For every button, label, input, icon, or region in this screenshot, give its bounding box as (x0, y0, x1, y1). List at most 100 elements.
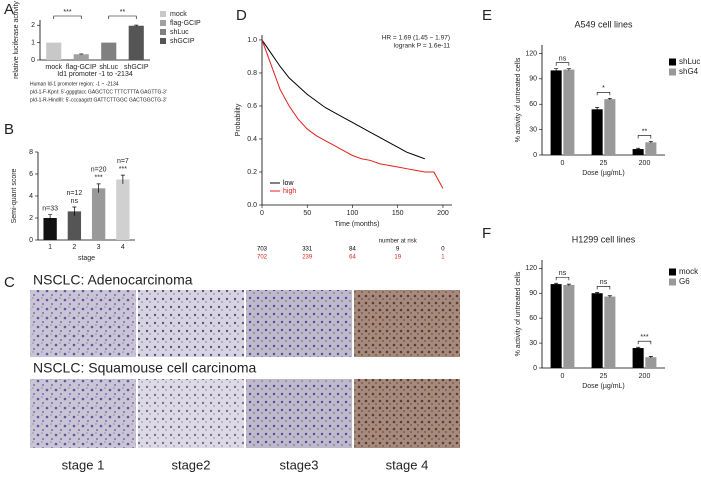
survival-line (261, 39, 444, 189)
x-tick-label: 25 (600, 373, 608, 380)
y-tick-label: 30 (529, 126, 537, 133)
tissue-image (138, 379, 244, 448)
legend-label: mock (679, 267, 699, 276)
tissue-image (30, 290, 136, 357)
bar (591, 293, 603, 368)
count-label: n=33 (42, 206, 58, 213)
risk-count: 84 (349, 247, 356, 253)
y-tick-label: 1 (31, 39, 35, 46)
significance-bracket (555, 62, 570, 66)
y-tick-label: 0 (31, 57, 35, 64)
error-bar (79, 53, 84, 55)
significance-label: ** (120, 9, 126, 16)
y-axis-label: Semi-quant score (11, 168, 18, 223)
tissue-image (246, 290, 352, 357)
bar (645, 357, 657, 368)
panel-letter: C (4, 274, 15, 291)
x-tick-label: 50 (303, 210, 311, 217)
legend-swatch (669, 278, 676, 286)
significance-label: ns (71, 198, 79, 205)
legend-label: G6 (679, 277, 690, 286)
count-label: n=20 (91, 167, 107, 174)
legend-swatch (669, 268, 676, 276)
y-tick-label: 0 (533, 152, 537, 159)
panel-letter: D (236, 7, 247, 24)
chart-title: H1299 cell lines (572, 234, 636, 244)
caption-line: pId-1-F-KpnI: 5'-ggggtacc GAGCTCC TTTCTT… (30, 89, 167, 95)
legend-label: shLuc (170, 29, 189, 36)
legend-label: shLuc (679, 57, 700, 66)
x-tick-label: 25 (600, 160, 608, 167)
caption-line: pId-1-R-HindIII: 5'-cccaagctt GATTCTTGGC… (30, 97, 167, 103)
x-tick-label: 0 (561, 160, 565, 167)
y-tick-label: 2 (31, 22, 35, 29)
bar (101, 42, 117, 60)
count-label: n=12 (66, 190, 82, 197)
annotation: logrank P = 1.6e-11 (394, 43, 451, 50)
y-axis-label: % activity of untreated cells (515, 57, 522, 142)
panel-letter: E (482, 7, 492, 24)
bar (46, 42, 62, 60)
legend-swatch (669, 68, 676, 76)
x-tick-label: 0 (260, 210, 264, 217)
bar (632, 348, 644, 368)
y-tick-label: 0.6 (247, 103, 257, 110)
significance-label: *** (95, 175, 103, 182)
histology-title: NSCLC: Adenocarcinoma (33, 272, 193, 288)
risk-count: 331 (302, 247, 313, 253)
significance-bracket (596, 92, 611, 96)
risk-count: 64 (349, 255, 356, 261)
bar (116, 179, 130, 240)
y-tick-label: 6 (29, 171, 33, 178)
error-bar (607, 97, 612, 100)
tissue-image (354, 379, 460, 448)
error-bar (607, 295, 612, 298)
significance-label: *** (640, 334, 648, 341)
y-axis-label: relative luciferase activity (13, 1, 20, 79)
x-tick-label: mock (45, 64, 62, 71)
legend-swatch (160, 38, 166, 44)
legend-label: high (283, 188, 296, 195)
histology-title: NSCLC: Squamouse cell carcinoma (33, 360, 257, 376)
bar (128, 25, 144, 61)
risk-count: 19 (394, 255, 401, 261)
significance-label: ns (559, 270, 567, 277)
y-tick-label: 0.2 (247, 169, 257, 176)
y-tick-label: 0.0 (247, 202, 257, 209)
stage-label: stage3 (279, 457, 318, 472)
y-tick-label: 90 (529, 290, 537, 297)
risk-count: 702 (257, 255, 268, 261)
significance-label: ** (642, 128, 648, 135)
panel-letter: B (4, 121, 14, 138)
x-axis-label: Dose (µg/mL) (582, 383, 625, 390)
significance-label: *** (119, 166, 127, 173)
bar (632, 149, 644, 155)
chart-title: A549 cell lines (574, 19, 633, 29)
significance-bracket (555, 276, 570, 281)
legend-swatch (669, 58, 676, 66)
error-bar (595, 107, 600, 111)
legend-swatch (160, 11, 166, 17)
bar (67, 211, 82, 240)
x-tick-label: 100 (347, 210, 359, 217)
x-tick-label: 150 (392, 210, 404, 217)
significance-label: * (602, 85, 605, 92)
histology-images (30, 290, 460, 448)
bar (73, 54, 89, 60)
caption-line: Human Id-1 promoter region: -1 ~ -2134 (30, 81, 119, 87)
bar (550, 284, 562, 368)
error-bar (48, 214, 53, 222)
y-tick-label: 2 (29, 215, 33, 222)
tissue-image (30, 379, 136, 448)
x-tick-label: 0 (561, 373, 565, 380)
x-tick-label: flag-GCIP (66, 64, 97, 71)
bar (563, 69, 575, 155)
panel-letter: A (4, 1, 14, 18)
bar (591, 109, 603, 155)
significance-bracket (53, 15, 82, 19)
error-bar (648, 356, 653, 359)
stage-label: stage 4 (386, 457, 429, 472)
x-axis-label: Time (months) (335, 221, 380, 228)
risk-count: 1 (441, 255, 445, 261)
